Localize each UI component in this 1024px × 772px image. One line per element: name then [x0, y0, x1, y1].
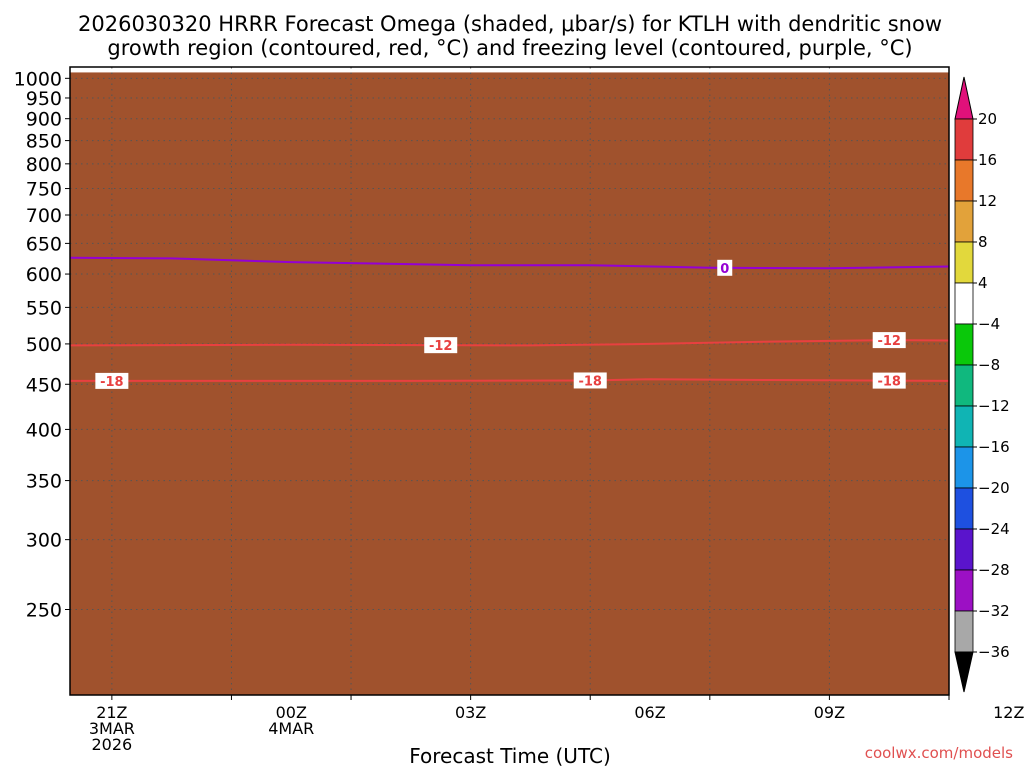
x-tick-label: 12Z: [993, 703, 1024, 722]
y-tick-label: 750: [26, 179, 62, 201]
contour-label: -18: [578, 374, 602, 389]
colorbar-bin: [954, 405, 974, 448]
colorbar-label: −12: [978, 397, 1010, 415]
plot-content: -18 -18 -18 -12 -12 0: [70, 67, 949, 695]
colorbar-bin: [954, 241, 974, 284]
y-tick-label: 250: [26, 600, 62, 622]
x-tick-label: 21Z: [96, 703, 127, 722]
y-tick-label: 700: [26, 205, 62, 227]
x-tick-label: 09Z: [814, 703, 845, 722]
y-tick-label: 850: [26, 131, 62, 153]
colorbar-label: −24: [978, 520, 1010, 538]
contour-line: [70, 339, 949, 347]
contour-label-bg: [573, 372, 607, 389]
colorbar-bin: [954, 446, 974, 489]
x-tick-label: 3MAR: [89, 719, 135, 738]
colorbar-bin: [954, 118, 974, 161]
contour-line: [70, 378, 949, 382]
y-tick-label: 450: [26, 374, 62, 396]
colorbar-label: −28: [978, 561, 1010, 579]
plot-area: -18 -18 -18 -12 -12 0 250 300 350 400 450 500 550 600…: [14, 66, 1024, 754]
colorbar-label: 4: [978, 274, 988, 292]
y-tick-label: 900: [26, 109, 62, 131]
contour-label-bg: [424, 337, 458, 354]
colorbar-bin: [954, 323, 974, 366]
colorbar-label: 8: [978, 233, 988, 251]
y-tick-label: 600: [26, 264, 62, 286]
colorbar: 20 16 12 8 4 −4 −8 −12 −16 −20 −24 −28 −32 −36: [954, 76, 1010, 693]
colorbar-label: −36: [978, 643, 1010, 661]
y-tick-label: 950: [26, 88, 62, 110]
plot-frame: [69, 66, 950, 696]
colorbar-bin: [954, 528, 974, 571]
chart-title-line2: growth region (contoured, red, °C) and f…: [107, 36, 912, 60]
colorbar-bottom-arrow: [954, 651, 974, 693]
y-tick-label: 550: [26, 297, 62, 319]
contour-line: [70, 256, 949, 270]
contour-label: -18: [100, 375, 124, 390]
colorbar-label: 16: [978, 151, 997, 169]
x-axis-title: Forecast Time (UTC): [409, 744, 611, 768]
colorbar-bin: [954, 200, 974, 243]
colorbar-bin: [954, 159, 974, 202]
chart-title-line1: 2026030320 HRRR Forecast Omega (shaded, …: [78, 12, 942, 36]
x-tick-label: 03Z: [455, 703, 486, 722]
terrain-strip: [70, 72, 949, 695]
x-tick-label: 4MAR: [268, 719, 314, 738]
site-credit: coolwx.com/models: [865, 744, 1013, 762]
contour-label: -12: [429, 339, 453, 354]
colorbar-bin: [954, 487, 974, 530]
contour-label-bg: [872, 332, 906, 349]
colorbar-label: −20: [978, 479, 1010, 497]
colorbar-label: 20: [978, 110, 997, 128]
colorbar-label: −4: [978, 315, 1000, 333]
y-tick-label: 350: [26, 471, 62, 493]
y-tick-label: 300: [26, 530, 62, 552]
y-tick-label: 1000: [14, 68, 62, 90]
colorbar-label: 12: [978, 192, 997, 210]
contour-label: 0: [720, 262, 729, 277]
y-tick-label: 400: [26, 419, 62, 441]
contour-label-bg: [95, 372, 129, 389]
colorbar-label: −16: [978, 438, 1010, 456]
y-tick-label: 500: [26, 334, 62, 356]
colorbar-bin: [954, 610, 974, 653]
contour-label: -18: [877, 375, 901, 390]
x-tick-label: 06Z: [634, 703, 665, 722]
colorbar-top-arrow: [954, 76, 974, 120]
contour-label: -12: [877, 334, 901, 349]
contour-label-bg: [872, 372, 906, 389]
colorbar-label: −32: [978, 602, 1010, 620]
colorbar-bin: [954, 569, 974, 612]
x-tick-label: 2026: [91, 735, 132, 754]
colorbar-label: −8: [978, 356, 1000, 374]
x-tick-label: 00Z: [276, 703, 307, 722]
contour-label-bg: [717, 259, 733, 276]
colorbar-bin: [954, 364, 974, 407]
colorbar-bin: [954, 282, 974, 325]
y-tick-label: 650: [26, 233, 62, 255]
y-tick-label: 800: [26, 154, 62, 176]
